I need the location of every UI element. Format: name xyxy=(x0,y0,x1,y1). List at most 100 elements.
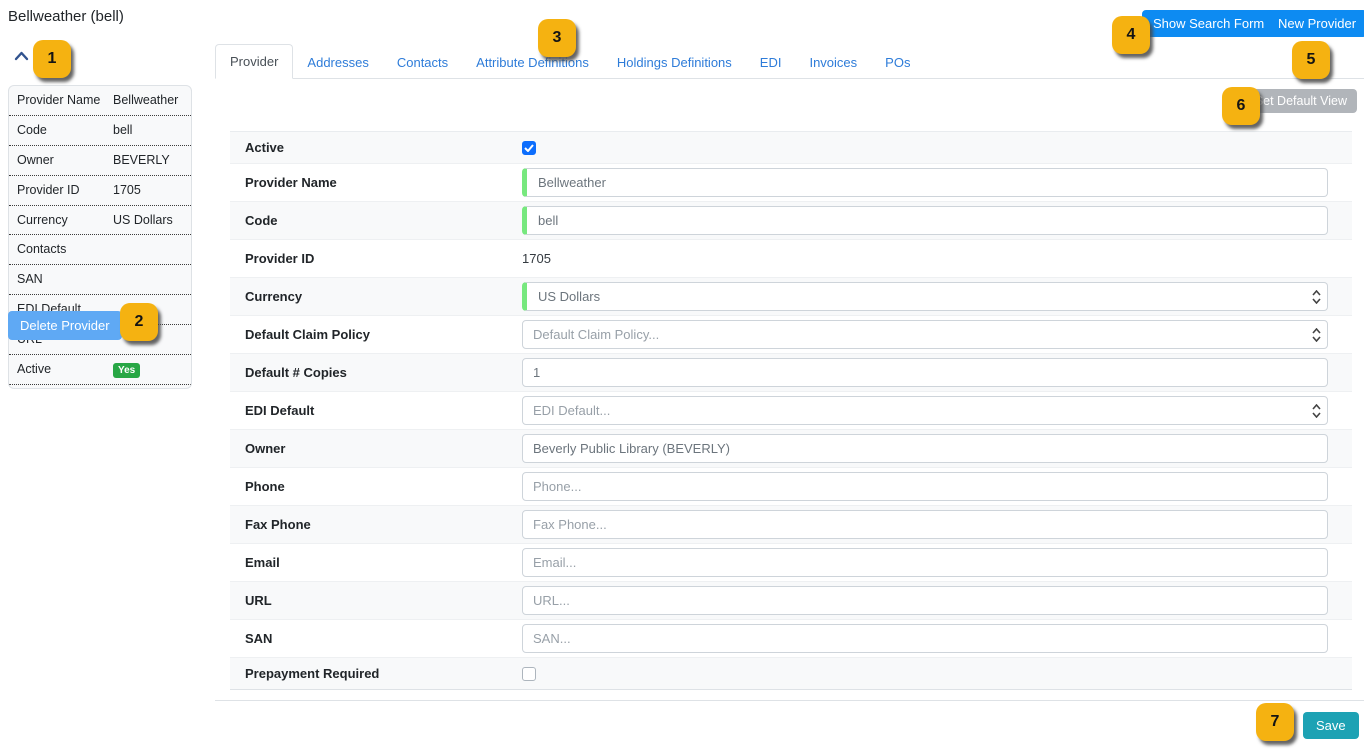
san-field xyxy=(522,624,1328,653)
form-row: URL xyxy=(230,582,1352,620)
summary-value: 1705 xyxy=(113,182,141,197)
field-label: SAN xyxy=(245,631,273,646)
summary-value xyxy=(113,271,185,288)
summary-row: Currency US Dollars xyxy=(9,206,191,236)
save-button[interactable]: Save xyxy=(1303,712,1359,739)
prepayment-required-checkbox[interactable] xyxy=(522,666,536,681)
callout-step-2: 2 xyxy=(120,303,158,341)
summary-label: Currency xyxy=(17,212,68,227)
field-control xyxy=(522,320,1328,349)
url-field xyxy=(522,586,1328,615)
summary-value: Yes xyxy=(113,361,185,378)
url-input[interactable] xyxy=(522,586,1328,615)
edi-default-input[interactable] xyxy=(522,396,1328,425)
field-label: Fax Phone xyxy=(245,517,311,532)
field-label: Default Claim Policy xyxy=(245,327,370,342)
summary-row: Contacts xyxy=(9,235,191,266)
callout-step-3: 3 xyxy=(538,19,576,57)
code-field xyxy=(522,206,1328,235)
default-claim-policy-field xyxy=(522,320,1328,349)
field-label: Code xyxy=(245,213,278,228)
summary-label: Contacts xyxy=(17,242,67,257)
tab-provider[interactable]: Provider xyxy=(215,44,294,79)
fax-phone-field xyxy=(522,510,1328,539)
field-label: EDI Default xyxy=(245,403,315,418)
summary-value: US Dollars xyxy=(113,212,173,227)
owner-input[interactable] xyxy=(522,434,1328,463)
tab-invoices[interactable]: Invoices xyxy=(809,55,858,70)
san-input[interactable] xyxy=(522,624,1328,653)
form-row: Phone xyxy=(230,468,1352,506)
default-claim-policy-input[interactable] xyxy=(522,320,1328,349)
provider-tabs: Provider Addresses Contacts Attribute Defin… xyxy=(215,44,1364,79)
field-label: Currency xyxy=(245,289,303,304)
email-input[interactable] xyxy=(522,548,1328,577)
fax-phone-input[interactable] xyxy=(522,510,1328,539)
field-control xyxy=(522,666,1328,681)
form-row: Fax Phone xyxy=(230,506,1352,544)
provider-summary-card: Provider Name Bellweather Code bell Owner BEV… xyxy=(8,85,192,389)
field-label: Owner xyxy=(245,441,286,456)
field-label: Active xyxy=(245,140,285,155)
currency-input[interactable] xyxy=(522,282,1328,311)
field-control xyxy=(522,510,1328,539)
show-search-form-button[interactable]: Show Search Form xyxy=(1142,10,1276,37)
field-control: 1705 xyxy=(522,251,1328,266)
summary-value: BEVERLY xyxy=(113,152,170,167)
form-row: Provider ID 1705 xyxy=(230,240,1352,278)
provider-id-value: 1705 xyxy=(522,251,551,266)
tab-contacts[interactable]: Contacts xyxy=(396,55,449,70)
summary-label: Code xyxy=(17,122,47,137)
set-default-view-button[interactable]: Set Default View xyxy=(1244,89,1357,113)
field-control xyxy=(522,624,1328,653)
tab-attribute-definitions[interactable]: Attribute Definitions xyxy=(476,55,589,70)
collapse-summary-chevron-up-icon[interactable] xyxy=(14,49,29,64)
default-copies-input[interactable] xyxy=(522,358,1328,387)
form-row: Email xyxy=(230,544,1352,582)
edi-default-field xyxy=(522,396,1328,425)
field-control xyxy=(522,282,1328,311)
summary-row: Provider ID 1705 xyxy=(9,176,191,206)
currency-field xyxy=(522,282,1328,311)
currency-spinner-buttons[interactable] xyxy=(1312,289,1321,304)
summary-value: Bellweather xyxy=(113,93,179,107)
form-row: Default Claim Policy xyxy=(230,316,1352,354)
tab-pos[interactable]: POs xyxy=(885,55,911,70)
form-row: EDI Default xyxy=(230,392,1352,430)
summary-value xyxy=(113,241,185,258)
field-label: Prepayment Required xyxy=(245,666,380,681)
field-control xyxy=(522,472,1328,501)
tab-addresses[interactable]: Addresses xyxy=(307,55,369,70)
callout-step-7: 7 xyxy=(1256,703,1294,741)
active-checkbox[interactable] xyxy=(522,140,536,155)
phone-input[interactable] xyxy=(522,472,1328,501)
field-label: Phone xyxy=(245,479,285,494)
callout-step-4: 4 xyxy=(1112,16,1150,54)
form-row: Owner xyxy=(230,430,1352,468)
tab-holdings-definitions[interactable]: Holdings Definitions xyxy=(616,55,732,70)
new-provider-button[interactable]: New Provider xyxy=(1267,10,1364,37)
field-label: Provider ID xyxy=(245,251,315,266)
default-claim-policy-spinner-buttons[interactable] xyxy=(1312,327,1321,342)
form-row: Currency xyxy=(230,278,1352,316)
field-control xyxy=(522,206,1328,235)
code-input[interactable] xyxy=(522,206,1328,235)
edi-default-spinner-buttons[interactable] xyxy=(1312,403,1321,418)
summary-label: Provider ID xyxy=(17,182,80,197)
tab-edi[interactable]: EDI xyxy=(759,55,782,70)
field-label: URL xyxy=(245,593,272,608)
delete-provider-button[interactable]: Delete Provider xyxy=(8,311,122,340)
provider-form: Active Provider Name Code Provider ID 1705 Cu… xyxy=(230,131,1352,690)
field-control xyxy=(522,140,1328,155)
field-control xyxy=(522,548,1328,577)
field-control xyxy=(522,434,1328,463)
summary-label: Owner xyxy=(17,152,54,167)
email-field xyxy=(522,548,1328,577)
form-row: Default # Copies xyxy=(230,354,1352,392)
provider-name-input[interactable] xyxy=(522,168,1328,197)
summary-label: Active xyxy=(17,361,52,376)
active-yes-badge: Yes xyxy=(113,362,141,378)
provider-name-field xyxy=(522,168,1328,197)
form-row: Prepayment Required xyxy=(230,658,1352,690)
form-row: Provider Name xyxy=(230,164,1352,202)
